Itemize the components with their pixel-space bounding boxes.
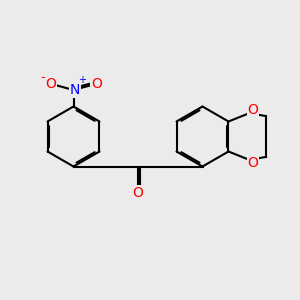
Text: O: O [248, 156, 259, 170]
Text: N: N [70, 83, 80, 97]
Text: -: - [40, 71, 45, 85]
Text: O: O [248, 103, 259, 117]
Text: O: O [91, 77, 102, 91]
Text: +: + [78, 75, 86, 85]
Text: O: O [45, 77, 56, 91]
Text: O: O [133, 186, 143, 200]
